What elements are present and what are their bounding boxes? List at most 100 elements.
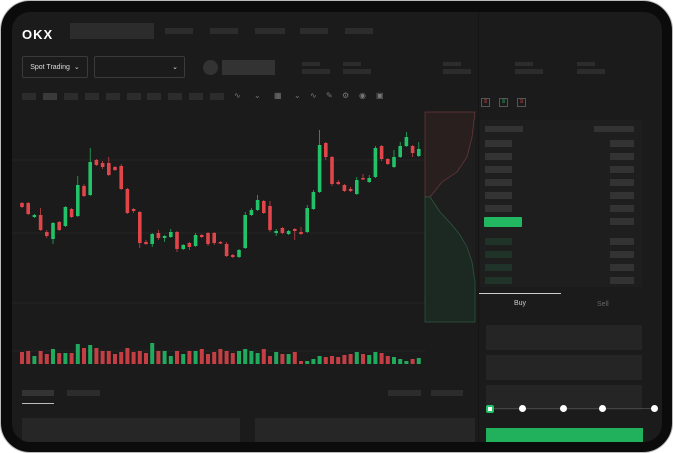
timeframe-button[interactable]: [106, 93, 120, 100]
candle: [94, 159, 99, 166]
candle: [100, 161, 105, 169]
slider-track[interactable]: [490, 408, 655, 409]
buy-submit-button[interactable]: [486, 428, 643, 442]
candle-body: [274, 231, 278, 233]
candle-body: [212, 233, 216, 243]
stat-value: [302, 69, 330, 74]
orders-panel: [22, 418, 240, 442]
timeframe-button[interactable]: [64, 93, 78, 100]
orderbook-price: [485, 251, 512, 258]
nav-item[interactable]: [210, 28, 238, 34]
nav-item[interactable]: [300, 28, 328, 34]
volume-bar: [218, 349, 223, 364]
orderbook-asks-icon[interactable]: ≡: [517, 98, 526, 107]
slider-stop[interactable]: [651, 405, 658, 412]
timeframe-button[interactable]: [189, 93, 203, 100]
chevron-down-icon[interactable]: ⌄: [294, 91, 301, 100]
candle: [181, 244, 185, 250]
candle: [404, 132, 409, 147]
candle-body: [162, 236, 167, 238]
volume-bar: [330, 356, 334, 364]
volume-bar: [106, 351, 111, 364]
pencil-icon[interactable]: ✎: [326, 91, 333, 100]
nav-item[interactable]: [345, 28, 373, 34]
volume-bar: [150, 343, 155, 364]
line-tool-icon[interactable]: ∿: [310, 91, 317, 100]
candle: [367, 175, 371, 183]
candle: [206, 232, 210, 246]
timeframe-button[interactable]: [127, 93, 141, 100]
candlestick-chart[interactable]: [12, 107, 477, 372]
slider-stop[interactable]: [560, 405, 567, 412]
indicator-icon[interactable]: ∿: [234, 91, 241, 100]
candle-body: [361, 178, 365, 180]
timeframe-button[interactable]: [22, 93, 36, 100]
tab-sell[interactable]: Sell: [597, 301, 609, 308]
candle: [410, 145, 415, 157]
tab-order-history[interactable]: [67, 390, 100, 396]
candle: [398, 142, 402, 158]
orderbook-bids-icon[interactable]: ≡: [499, 98, 508, 107]
candle: [231, 254, 235, 258]
fullscreen-icon[interactable]: ▣: [376, 91, 384, 100]
candle: [88, 148, 92, 196]
candle-body: [138, 212, 142, 243]
candle-body: [94, 160, 99, 165]
slider-handle[interactable]: [486, 405, 494, 413]
slider-stop[interactable]: [599, 405, 606, 412]
candle: [224, 242, 229, 257]
timeframe-button[interactable]: [168, 93, 182, 100]
candle: [57, 221, 61, 231]
candle-body: [218, 242, 223, 244]
timeframe-button[interactable]: [210, 93, 224, 100]
nav-item[interactable]: [165, 28, 193, 34]
volume-bar: [361, 354, 365, 364]
pair-dropdown[interactable]: ⌄: [94, 56, 185, 78]
candle-body: [417, 149, 421, 156]
candle-settings-icon[interactable]: ▦: [274, 91, 282, 100]
volume-bar: [255, 353, 260, 364]
slider-stop[interactable]: [519, 405, 526, 412]
candle: [299, 227, 303, 235]
candle-body: [243, 215, 247, 248]
stat-label: [343, 62, 361, 66]
tab-buy[interactable]: Buy: [514, 300, 527, 307]
candle-body: [51, 223, 55, 239]
candle-body: [348, 189, 353, 191]
candle-body: [231, 255, 235, 257]
timeframe-button-active[interactable]: [43, 93, 57, 100]
filter-button[interactable]: [431, 390, 463, 396]
camera-icon[interactable]: ◉: [359, 91, 366, 100]
candle-body: [119, 166, 123, 189]
candle: [336, 180, 340, 185]
stat-value: [577, 69, 605, 74]
nav-item[interactable]: [255, 28, 285, 34]
volume-bar: [416, 358, 421, 364]
volume-bar: [38, 351, 43, 364]
volume-bar: [305, 361, 310, 364]
divider: [478, 12, 479, 442]
orderbook-price: [485, 166, 512, 173]
tab-open-orders[interactable]: [22, 390, 54, 396]
candle-body: [20, 203, 24, 207]
orderbook-both-icon[interactable]: ≡: [481, 98, 490, 107]
filter-button[interactable]: [388, 390, 421, 396]
candle: [249, 208, 254, 216]
candle: [342, 184, 347, 192]
candle-body: [336, 182, 340, 184]
candle-body: [82, 186, 86, 196]
amount-input[interactable]: [486, 355, 642, 380]
volume-bar: [348, 354, 353, 364]
timeframe-button[interactable]: [147, 93, 161, 100]
candle: [324, 142, 328, 160]
timeframe-button[interactable]: [85, 93, 99, 100]
settings-icon[interactable]: ⚙: [342, 91, 350, 100]
spot-trading-dropdown[interactable]: Spot Trading ⌄: [22, 56, 88, 78]
candle: [417, 142, 421, 157]
candle-body: [305, 208, 309, 232]
price-input[interactable]: [486, 325, 642, 350]
search-bar[interactable]: [70, 23, 154, 39]
candle: [138, 211, 142, 248]
candle-body: [392, 157, 396, 167]
chart-type-icon[interactable]: ⌄: [254, 91, 261, 100]
